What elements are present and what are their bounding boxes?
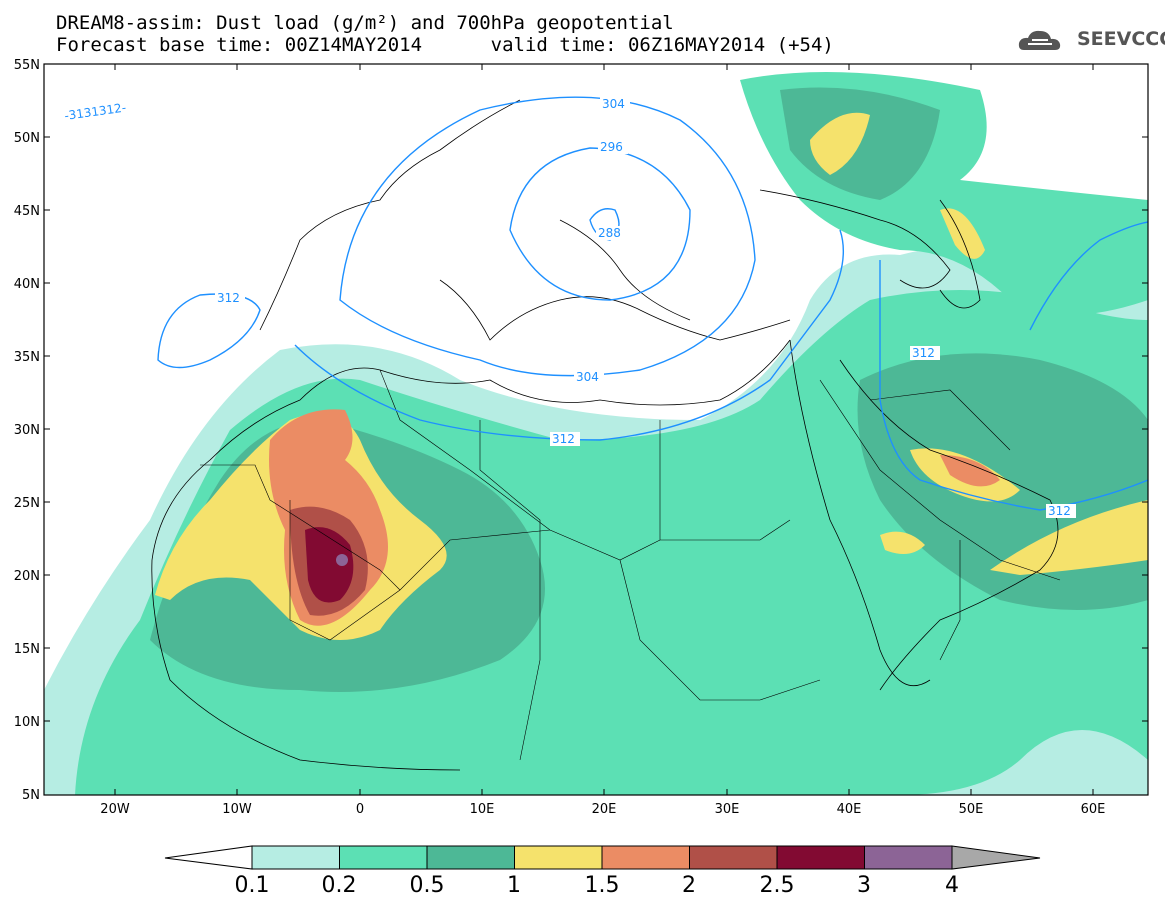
- lon-label: 20W: [100, 802, 130, 817]
- svg-text:312: 312: [217, 291, 240, 305]
- svg-text:296: 296: [600, 140, 623, 154]
- map-title: DREAM8-assim: Dust load (g/m²) and 700hP…: [56, 12, 674, 34]
- colorbar-label: 3: [857, 873, 871, 898]
- svg-text:304: 304: [576, 370, 599, 384]
- lon-label: 10W: [222, 802, 252, 817]
- lon-label: 40E: [837, 802, 862, 817]
- lat-label: 15N: [14, 642, 40, 657]
- colorbar-cell: [864, 845, 953, 870]
- lon-label: 50E: [959, 802, 984, 817]
- lon-label: 10E: [470, 802, 495, 817]
- dust-region-1-caspian: [940, 208, 985, 259]
- lat-label: 25N: [14, 496, 40, 511]
- colorbar-label: 0.1: [234, 873, 270, 898]
- colorbar-label: 0.2: [321, 873, 357, 898]
- colorbar-cell: [251, 845, 340, 870]
- colorbar-cell: [514, 845, 603, 870]
- svg-text:304: 304: [602, 97, 625, 111]
- lat-label: 5N: [22, 788, 40, 803]
- colorbar-label: 0.5: [409, 873, 445, 898]
- dust-region-4: [336, 554, 348, 566]
- colorbar-label: 4: [945, 873, 959, 898]
- colorbar-cell: [601, 845, 690, 870]
- lat-axis: 55N 50N 45N 40N 35N 30N 25N 20N 15N 10N …: [14, 58, 1148, 803]
- lat-label: 30N: [14, 423, 40, 438]
- dust-region-1-small: [880, 531, 925, 554]
- colorbar-cell: [776, 845, 865, 870]
- lon-label: 20E: [592, 802, 617, 817]
- dust-region-1-ne: [810, 112, 870, 175]
- logo-text: SEEVCCC: [1077, 28, 1165, 50]
- lat-label: 20N: [14, 569, 40, 584]
- dust-region-3: [305, 527, 354, 603]
- lat-label: 40N: [14, 277, 40, 292]
- lat-label: 55N: [14, 58, 40, 73]
- dust-region-1-far-east: [990, 500, 1148, 575]
- lon-label: 0: [356, 802, 364, 817]
- colorbar-label: 2.5: [759, 873, 795, 898]
- colorbar-cell: [339, 845, 428, 870]
- lat-label: 35N: [14, 350, 40, 365]
- colorbar-label: 2: [682, 873, 696, 898]
- lat-label: 45N: [14, 204, 40, 219]
- lat-label: 50N: [14, 131, 40, 146]
- geopotential-contours: [157, 96, 1148, 511]
- lon-label: 60E: [1081, 802, 1106, 817]
- lon-label: 30E: [715, 802, 740, 817]
- coastlines: [151, 99, 1059, 771]
- colorbar-label: 1: [507, 873, 521, 898]
- svg-text:312: 312: [912, 346, 935, 360]
- country-borders: [200, 369, 1061, 761]
- svg-text:312: 312: [552, 432, 575, 446]
- svg-text:288: 288: [598, 226, 621, 240]
- map-subtitle: Forecast base time: 00Z14MAY2014 valid t…: [56, 34, 834, 56]
- lon-axis: 20W 10W 0 10E 20E 30E 40E 50E 60E: [100, 64, 1105, 817]
- svg-text:312: 312: [1048, 504, 1071, 518]
- colorbar: [164, 845, 1041, 870]
- dust-region-1-5-east: [940, 455, 1000, 487]
- cloud-icon: [1018, 30, 1061, 50]
- colorbar-cell: [426, 845, 515, 870]
- lat-label: 10N: [14, 715, 40, 730]
- colorbar-cell: [689, 845, 778, 870]
- colorbar-label: 1.5: [584, 873, 620, 898]
